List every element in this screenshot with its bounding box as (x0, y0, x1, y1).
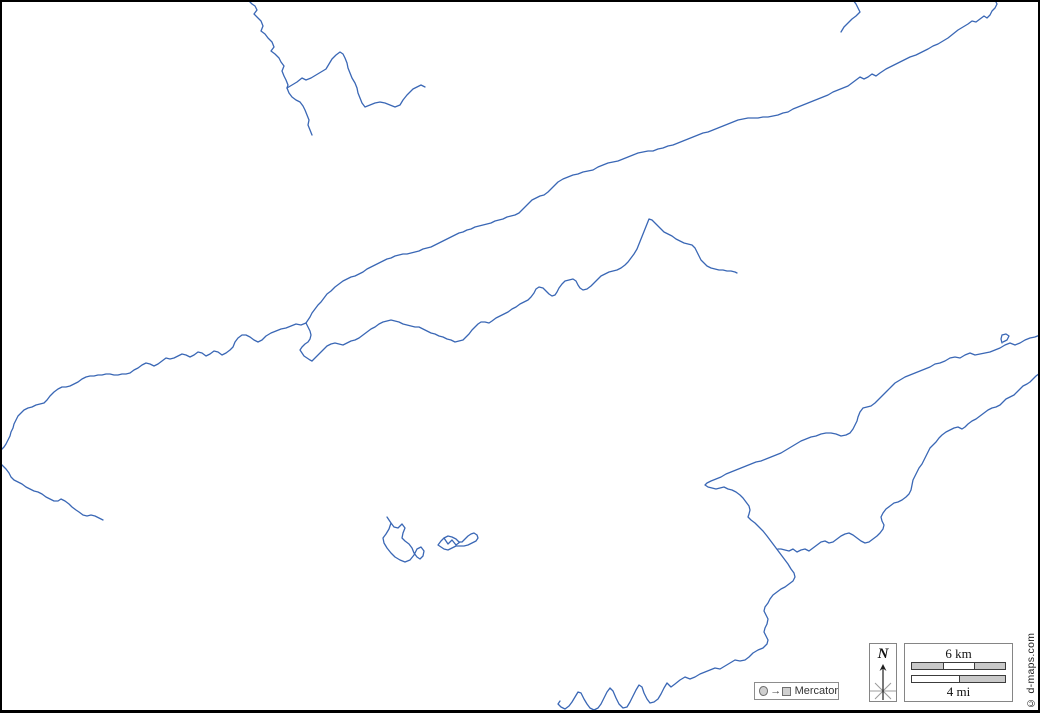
river-nw-east-branch (286, 51, 426, 108)
scale-segment (958, 676, 1005, 682)
circle-icon (759, 686, 769, 696)
river-nw-south-branch (286, 87, 313, 136)
river-middle-river (311, 218, 738, 362)
river-west-branch (0, 322, 307, 452)
square-icon (782, 686, 791, 696)
projection-label: Mercator (794, 684, 838, 697)
scale-km-label: 6 km (945, 646, 972, 661)
river-east-river-a (557, 334, 1040, 711)
scale-bar-km (911, 662, 1006, 670)
river-west-reentry (0, 462, 104, 521)
arrow-icon: → (770, 685, 782, 697)
river-nw-main-stem (247, 0, 289, 89)
scale-box: 6 km 4 mi (904, 643, 1013, 702)
river-main-diagonal (305, 0, 998, 324)
scale-segment (973, 663, 1005, 669)
scale-bar-mi (911, 675, 1006, 683)
scale-mi-label: 4 mi (946, 684, 971, 699)
river-east-river-b (777, 372, 1040, 553)
north-label: N (877, 646, 889, 662)
river-lake-east (437, 532, 479, 551)
compass-box: N (869, 643, 897, 702)
projection-badge: → Mercator (754, 682, 839, 700)
scale-segment (912, 676, 959, 682)
scale-segment (942, 663, 974, 669)
attribution-text: © d-maps.com (1025, 632, 1037, 709)
river-east-river-islet (1000, 333, 1010, 344)
river-lake-west (382, 516, 425, 563)
river-top-stub (840, 0, 861, 33)
scale-segment (912, 663, 943, 669)
compass-rose-icon (870, 664, 896, 700)
river-lake-east-tail (443, 537, 461, 546)
river-junction-stub (299, 322, 313, 362)
